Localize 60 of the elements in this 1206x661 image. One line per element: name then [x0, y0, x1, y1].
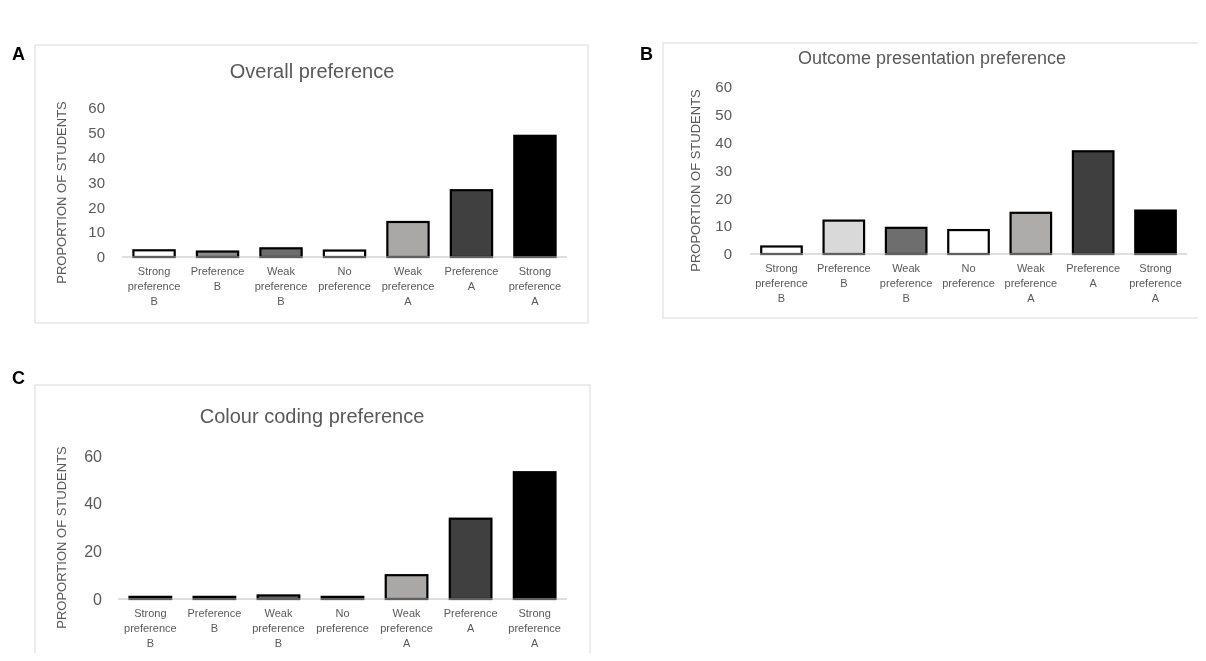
y-tick-label: 10	[88, 223, 105, 241]
x-tick-label: Preference A	[1066, 262, 1121, 289]
y-tick-label: 0	[93, 590, 103, 608]
y-tick-label: 60	[84, 447, 103, 465]
chart-title: Overall preference	[229, 60, 395, 82]
y-tick-label: 60	[88, 99, 105, 117]
bar	[1134, 209, 1177, 256]
x-tick-label: Preference B	[816, 262, 871, 289]
y-tick-label: 0	[723, 245, 732, 263]
y-tick-label: 10	[715, 217, 732, 235]
y-tick-label: 40	[84, 495, 103, 513]
bar	[386, 220, 430, 259]
bar	[449, 189, 494, 259]
y-axis-title: PROPORTION OF STUDENTS	[688, 88, 703, 272]
x-tick-label: Strong preference A	[508, 607, 561, 649]
bar	[884, 226, 928, 256]
text: B	[640, 44, 653, 64]
x-tick-label: Weak preference A	[1004, 262, 1058, 304]
bar	[947, 228, 990, 256]
x-tick-label: Strong preference B	[755, 262, 808, 304]
x-tick-label: Weak preference B	[879, 262, 933, 304]
x-tick-label: Weak preference B	[252, 607, 305, 649]
x-tick-label: No preference	[316, 607, 369, 634]
x-tick-label: Weak preference A	[380, 607, 433, 649]
x-tick-label: Preference B	[190, 265, 245, 292]
x-tick-label: Strong preference B	[127, 265, 181, 307]
text: C	[12, 368, 25, 388]
y-tick-label: 50	[715, 106, 732, 124]
x-tick-label: Weak preference A	[381, 265, 435, 307]
x-tick-label: Strong preference A	[1129, 262, 1182, 304]
x-tick-label: Strong preference B	[124, 607, 177, 649]
x-tick-label: Strong preference A	[508, 265, 562, 307]
y-tick-label: 20	[88, 198, 105, 216]
y-tick-label: 30	[88, 173, 105, 191]
y-tick-label: 30	[715, 161, 732, 179]
x-tick-label: Preference A	[443, 607, 498, 634]
bar	[448, 517, 493, 601]
y-tick-label: 40	[88, 148, 105, 166]
bar	[1071, 150, 1115, 256]
chart-title: Colour coding preference	[199, 405, 425, 427]
bar	[822, 219, 866, 256]
x-tick-label: No preference	[318, 265, 371, 292]
chart-title: Outcome presentation preference	[797, 48, 1067, 68]
bar	[1009, 211, 1053, 256]
y-tick-label: 40	[715, 133, 732, 151]
y-tick-label: 0	[96, 248, 105, 266]
y-axis-title: PROPORTION OF STUDENTS	[54, 100, 69, 284]
x-tick-label: Weak preference B	[254, 265, 308, 307]
y-axis-title: PROPORTION OF STUDENTS	[54, 445, 69, 629]
x-tick-label: Preference B	[187, 607, 242, 634]
bar	[512, 471, 557, 601]
text: A	[12, 44, 25, 64]
y-tick-label: 20	[84, 542, 103, 560]
bar	[513, 134, 557, 259]
x-tick-label: Preference A	[444, 265, 499, 292]
y-tick-label: 20	[715, 189, 732, 207]
y-tick-label: 60	[715, 78, 732, 96]
y-tick-label: 50	[88, 124, 105, 142]
bar	[384, 574, 429, 601]
x-tick-label: No preference	[942, 262, 995, 289]
